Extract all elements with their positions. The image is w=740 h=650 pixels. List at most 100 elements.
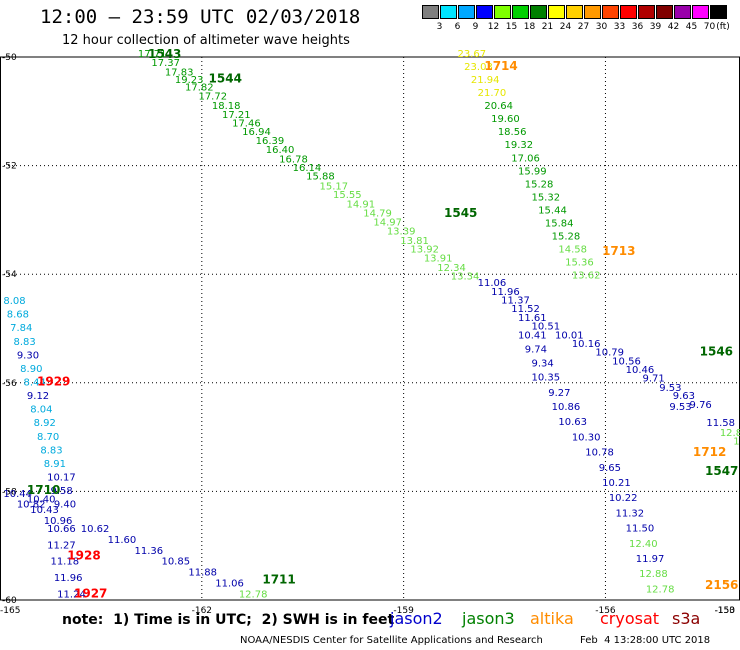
wave-height-value: 15.55 bbox=[333, 190, 362, 201]
wave-height-value: 9.76 bbox=[690, 400, 712, 411]
generated-timestamp: Feb 4 13:28:00 UTC 2018 bbox=[580, 635, 711, 646]
lon-tick-label: -150 bbox=[715, 606, 736, 616]
pass-time-label: 1546 bbox=[700, 345, 733, 359]
colorbar-swatch bbox=[458, 5, 475, 19]
wave-height-value: 17.71 bbox=[138, 49, 167, 60]
colorbar-swatch bbox=[674, 5, 691, 19]
legend-s3a: s3a bbox=[672, 609, 701, 628]
pass-time-label: 1545 bbox=[444, 206, 477, 220]
wave-height-value: 13.34 bbox=[451, 272, 480, 283]
colorbar-swatch bbox=[692, 5, 709, 19]
wave-height-value: 23.67 bbox=[457, 49, 486, 60]
lat-tick-label: -50 bbox=[2, 53, 17, 63]
wave-height-value: 8.68 bbox=[7, 310, 29, 321]
wave-height-value: 20.64 bbox=[484, 101, 513, 112]
wave-height-value: 13.39 bbox=[387, 227, 416, 238]
colorbar-label: 12 bbox=[487, 22, 500, 32]
wave-height-value: 11.32 bbox=[616, 508, 645, 519]
wave-height-value: 15.99 bbox=[518, 166, 547, 177]
colorbar-swatch bbox=[512, 5, 529, 19]
wave-height-value: 10.46 bbox=[626, 365, 655, 376]
pass-time-label: 1927 bbox=[74, 586, 107, 600]
wave-height-value: 14.97 bbox=[373, 217, 402, 228]
wave-height-value: 17.06 bbox=[511, 153, 540, 164]
wave-height-value: 9.74 bbox=[525, 344, 547, 355]
lon-tick-label: -156 bbox=[595, 606, 616, 616]
colorbar-swatch bbox=[476, 5, 493, 19]
pass-time-label: 1713 bbox=[602, 244, 635, 258]
wave-height-value: 10.40 bbox=[27, 494, 56, 505]
wave-height-value: 15.32 bbox=[531, 192, 560, 203]
colorbar-swatch bbox=[656, 5, 673, 19]
wave-height-value: 9.34 bbox=[531, 359, 553, 370]
wave-height-value: 15.28 bbox=[525, 179, 554, 190]
colorbar-label: 27 bbox=[577, 22, 590, 32]
colorbar-label: 9 bbox=[472, 22, 479, 32]
colorbar-swatch bbox=[548, 5, 565, 19]
units-note: note: 1) Time is in UTC; 2) SWH is in fe… bbox=[62, 612, 395, 628]
wave-height-value: 8.44 bbox=[24, 378, 46, 389]
wave-height-value: 7.84 bbox=[10, 323, 32, 334]
lon-tick-label: -153 bbox=[715, 606, 735, 616]
lat-tick-label: -58 bbox=[2, 487, 17, 497]
wave-height-value: 10.21 bbox=[602, 478, 631, 489]
wave-height-value: 17.21 bbox=[222, 110, 251, 121]
wave-height-value: 15.28 bbox=[552, 231, 581, 242]
wave-height-value: 11.52 bbox=[511, 304, 540, 315]
wave-height-value: 11.37 bbox=[501, 296, 530, 307]
wave-height-value: 17.46 bbox=[232, 119, 261, 130]
wave-height-value: 9.65 bbox=[599, 463, 621, 474]
wave-height-value: 19.32 bbox=[505, 140, 534, 151]
wave-height-value: 10.62 bbox=[81, 524, 110, 535]
wave-height-value: 10.43 bbox=[30, 505, 59, 516]
pass-time-label: 1714 bbox=[484, 59, 517, 73]
wave-height-value: 15.84 bbox=[545, 218, 574, 229]
wave-height-value: 16.78 bbox=[279, 154, 308, 165]
wave-height-value: 9.53 bbox=[659, 383, 681, 394]
wave-height-value: 10.22 bbox=[609, 493, 638, 504]
wave-height-value: 17.72 bbox=[198, 91, 227, 102]
wave-height-value: 11.06 bbox=[478, 278, 507, 289]
wave-height-value: 10.96 bbox=[44, 516, 73, 527]
wave-height-value: 16.39 bbox=[256, 136, 285, 147]
wave-height-value: 10.16 bbox=[572, 339, 601, 350]
wave-height-value: 10.35 bbox=[531, 373, 560, 384]
wave-height-value: 8.92 bbox=[34, 418, 56, 429]
wave-height-value: 13.91 bbox=[424, 254, 453, 265]
colorbar-swatch bbox=[494, 5, 511, 19]
wave-height-value: 11.97 bbox=[636, 554, 665, 565]
colorbar-swatch bbox=[422, 5, 439, 19]
wave-height-value: 19.60 bbox=[491, 114, 520, 125]
wave-height-value: 15.88 bbox=[306, 172, 335, 183]
wave-height-value: 16.40 bbox=[266, 145, 295, 156]
pass-time-label: 1547 bbox=[705, 464, 738, 478]
wave-height-value: 13.81 bbox=[400, 236, 429, 247]
colorbar-label: 42 bbox=[667, 22, 680, 32]
wave-height-value: 10.44 bbox=[3, 489, 32, 500]
wave-height-value: 11.88 bbox=[188, 568, 217, 579]
wave-height-value: 12.34 bbox=[437, 263, 466, 274]
wave-height-value: 15.44 bbox=[538, 205, 567, 216]
pass-time-label: 2156 bbox=[705, 578, 738, 592]
lon-tick-label: -165 bbox=[0, 606, 20, 616]
colorbar-swatch bbox=[440, 5, 457, 19]
wave-height-value: 15.17 bbox=[320, 181, 349, 192]
pass-time-label: 1929 bbox=[37, 375, 70, 389]
wave-height-value: 10.66 bbox=[47, 524, 76, 535]
colorbar-swatch bbox=[584, 5, 601, 19]
pass-time-label: 1711 bbox=[262, 573, 295, 587]
wave-height-value: 10.30 bbox=[572, 432, 601, 443]
lat-tick-label: -56 bbox=[2, 379, 17, 389]
colorbar-label: 70 bbox=[703, 22, 716, 32]
colorbar-label: 3 bbox=[436, 22, 443, 32]
wave-height-value: 11.18 bbox=[50, 557, 79, 568]
wave-height-value: 9.40 bbox=[54, 500, 76, 511]
wave-height-value: 17.37 bbox=[151, 58, 180, 69]
wave-height-value: 10.41 bbox=[518, 330, 547, 341]
wave-height-value: 12.84 bbox=[720, 428, 740, 439]
wave-height-value: 16.94 bbox=[242, 127, 271, 138]
credit-line: NOAA/NESDIS Center for Satellite Applica… bbox=[240, 635, 543, 646]
wave-height-value: 14.58 bbox=[558, 244, 587, 255]
pass-time-label: 1544 bbox=[209, 72, 242, 86]
pass-time-label: 1543 bbox=[148, 47, 181, 61]
